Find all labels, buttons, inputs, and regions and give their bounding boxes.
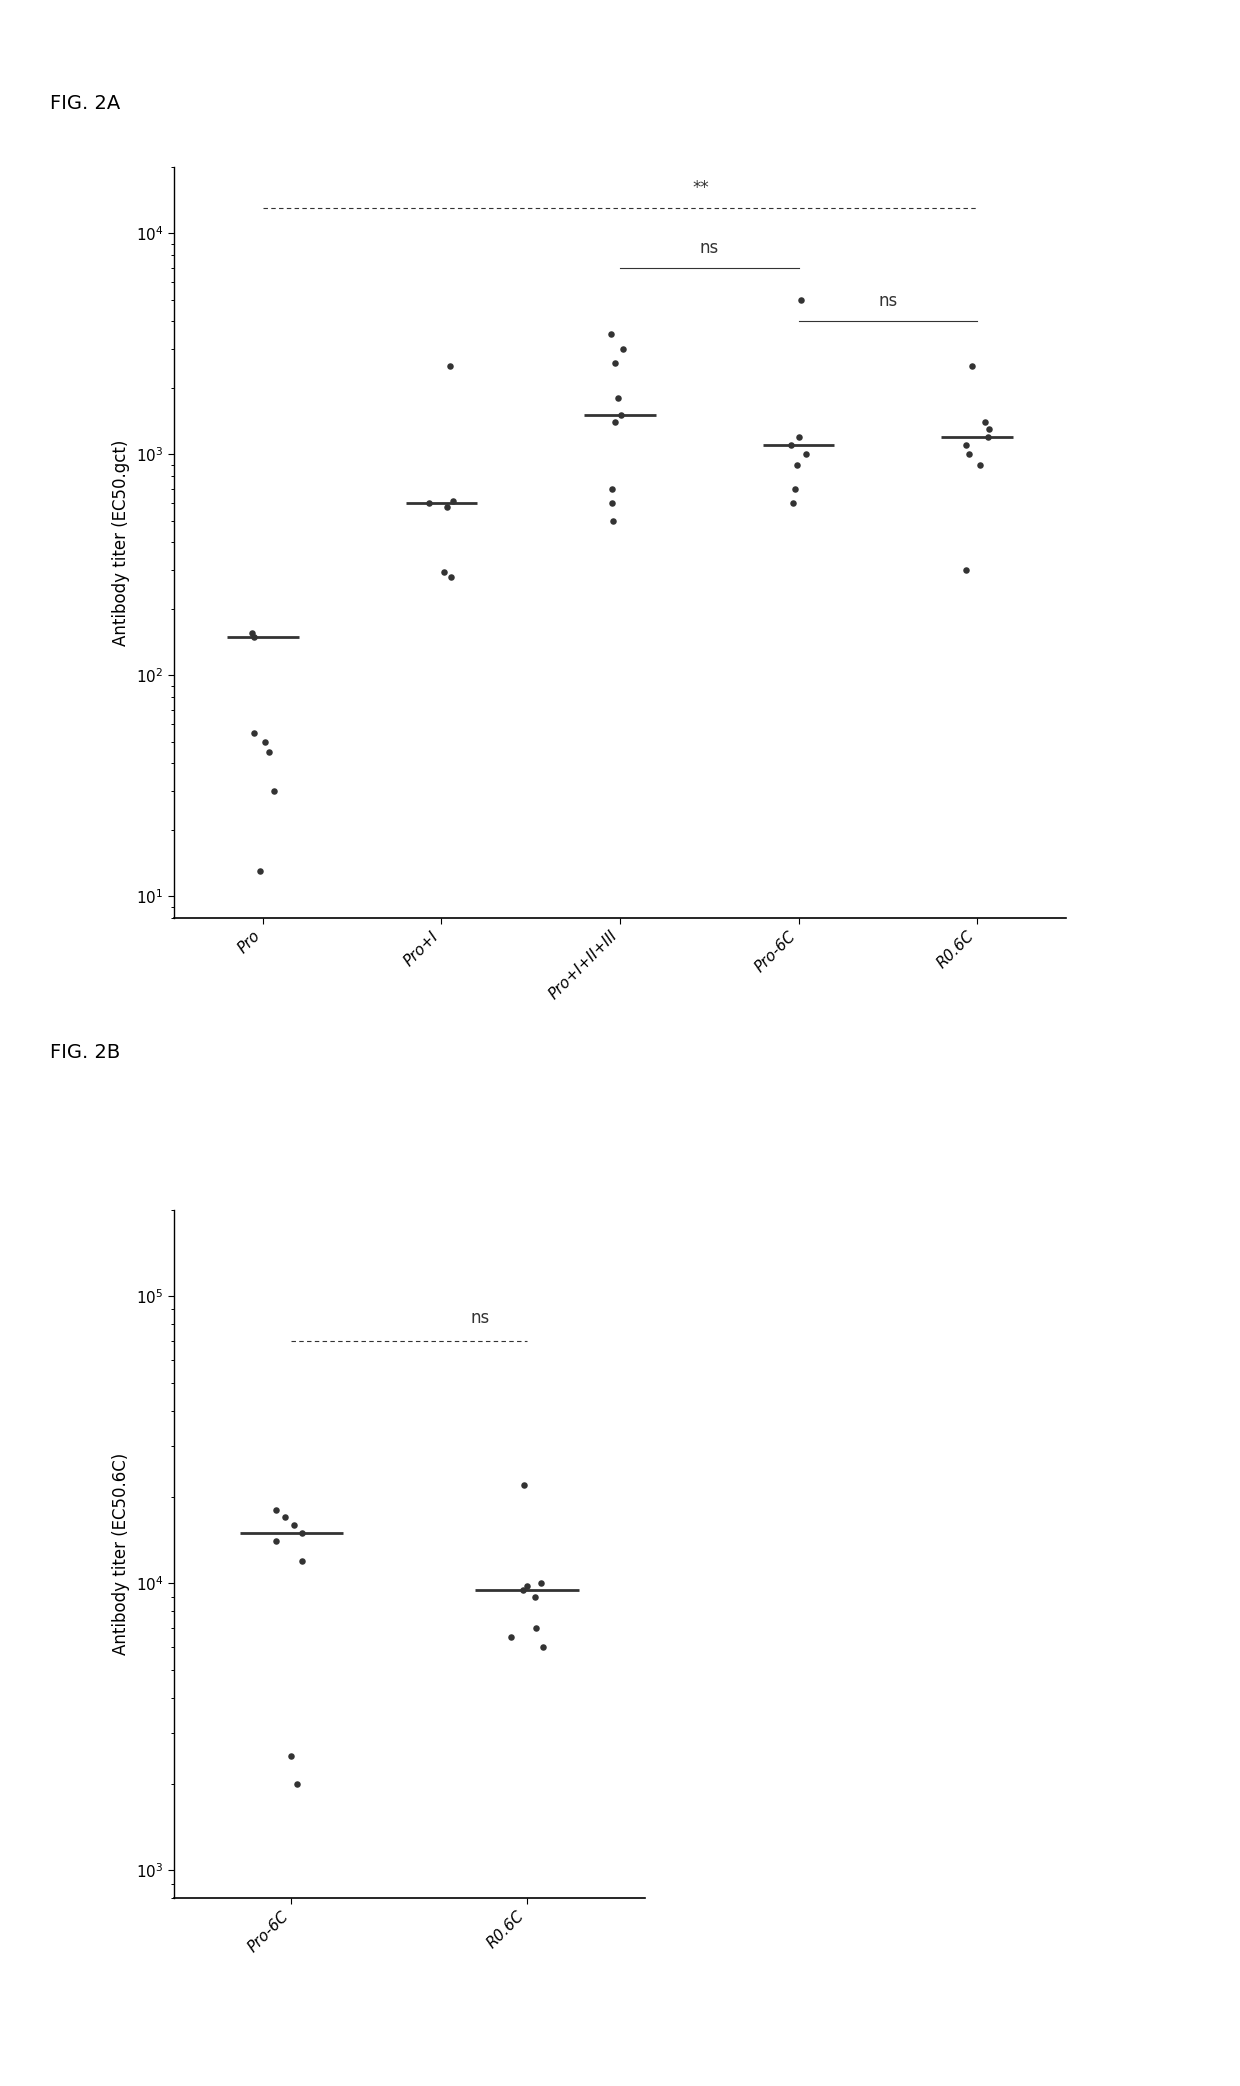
Point [244, 620, 264, 653]
Point [533, 1631, 553, 1665]
Point [242, 617, 262, 651]
Point [264, 774, 284, 807]
Point [796, 438, 816, 471]
Point [605, 346, 625, 380]
Point [440, 559, 460, 592]
Point [436, 490, 456, 524]
Point [284, 1508, 304, 1542]
Text: FIG. 2B: FIG. 2B [50, 1043, 120, 1062]
Point [603, 505, 622, 538]
Point [962, 350, 982, 384]
Point [249, 855, 269, 889]
Point [975, 405, 994, 438]
Point [978, 419, 998, 453]
Point [789, 419, 808, 453]
Point [784, 486, 804, 519]
Point [959, 438, 978, 471]
Point [526, 1610, 546, 1644]
Point [787, 448, 807, 482]
Text: **: ** [692, 179, 709, 198]
Point [443, 484, 463, 517]
Point [275, 1500, 295, 1533]
Point [259, 736, 279, 770]
Point [255, 726, 275, 759]
Point [434, 555, 454, 588]
Point [291, 1517, 311, 1550]
Point [956, 553, 976, 586]
Point [288, 1767, 308, 1800]
Text: ns: ns [470, 1308, 490, 1327]
Point [267, 1525, 286, 1558]
Point [526, 1579, 546, 1612]
Point [605, 405, 625, 438]
Text: ns: ns [699, 238, 719, 257]
Point [293, 1544, 312, 1577]
Point [513, 1573, 533, 1606]
Point [513, 1469, 533, 1502]
Point [609, 382, 629, 415]
Point [970, 448, 990, 482]
Point [610, 398, 630, 432]
Point [603, 471, 622, 505]
Point [781, 428, 801, 461]
Point [501, 1621, 521, 1654]
Point [281, 1740, 301, 1773]
Point [603, 486, 622, 519]
Point [419, 486, 439, 519]
Point [785, 471, 805, 505]
Point [440, 350, 460, 384]
Point [978, 413, 998, 446]
Text: ns: ns [878, 292, 898, 311]
Point [613, 332, 632, 365]
Y-axis label: Antibody titer (EC50.gct): Antibody titer (EC50.gct) [112, 440, 130, 645]
Point [531, 1567, 551, 1600]
Point [956, 428, 976, 461]
Point [791, 284, 811, 317]
Point [244, 715, 264, 749]
Y-axis label: Antibody titer (EC50.6C): Antibody titer (EC50.6C) [112, 1454, 130, 1654]
Point [601, 317, 621, 350]
Text: FIG. 2A: FIG. 2A [50, 94, 120, 113]
Point [267, 1494, 286, 1527]
Point [517, 1569, 537, 1602]
